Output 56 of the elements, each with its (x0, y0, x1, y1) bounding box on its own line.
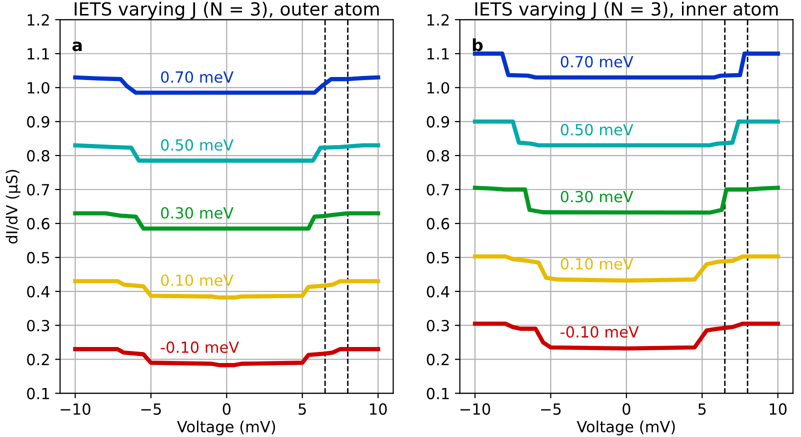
y-tick-label: 0.5 (426, 252, 449, 264)
y-tick-label: 0.3 (27, 320, 50, 332)
x-axis-title: Voltage (mV) (177, 420, 276, 436)
y-tick-label: 0.1 (426, 388, 449, 400)
y-tick-label: 1.1 (428, 48, 449, 60)
x-tick-label: 0 (222, 403, 230, 415)
y-tick-label: 0.1 (27, 388, 49, 400)
y-tick-label: 1.0 (28, 82, 50, 94)
series-label: -0.10 meV (160, 341, 240, 353)
y-tick-label: 1.2 (428, 14, 449, 26)
x-tick-label: −10 (60, 403, 90, 415)
x-tick-label: 10 (770, 403, 787, 415)
y-tick-label: 0.7 (426, 184, 449, 196)
y-tick-label: 0.7 (27, 184, 50, 196)
y-tick-label: 0.6 (426, 218, 450, 230)
line-series (472, 186, 780, 215)
y-tick-label: 1.1 (28, 48, 49, 60)
series-label: 0.30 meV (560, 190, 634, 202)
line-series (472, 119, 780, 148)
annotation: a (72, 42, 82, 52)
chart-title: IETS varying J (N = 3), inner atom (475, 2, 778, 20)
x-tick-label: 10 (370, 403, 387, 415)
x-tick-label: −10 (460, 403, 490, 415)
y-tick-label: 0.8 (426, 150, 450, 162)
y-tick-label: 0.3 (426, 320, 449, 332)
line-series (472, 322, 780, 351)
y-axis-title: dI/dV (μS) (6, 170, 20, 244)
y-tick-label: 0.2 (27, 354, 49, 366)
y-tick-label: 0.5 (27, 252, 50, 264)
x-tick-label: −5 (141, 403, 161, 415)
y-tick-label: 1.0 (428, 82, 450, 94)
series-label: 0.70 meV (560, 56, 634, 68)
series-label: -0.10 meV (560, 326, 639, 338)
y-tick-label: 0.2 (426, 354, 449, 366)
x-tick-label: −5 (541, 403, 561, 415)
chart-title: IETS varying J (N = 3), outer atom (74, 2, 379, 20)
line-series (472, 254, 780, 283)
y-tick-label: 1.2 (28, 14, 49, 26)
series-label: 0.50 meV (560, 124, 634, 136)
x-tick-label: 0 (622, 403, 630, 415)
x-tick-label: 5 (698, 403, 706, 415)
y-tick-label: 0.9 (27, 116, 50, 128)
line-series (472, 52, 780, 80)
y-tick-label: 0.8 (27, 150, 50, 162)
series-label: 0.70 meV (161, 71, 234, 83)
y-tick-label: 0.6 (27, 218, 50, 230)
series-label: 0.10 meV (161, 274, 234, 286)
x-tick-label: 5 (298, 403, 306, 415)
series-label: 0.10 meV (560, 258, 634, 270)
x-axis-title: Voltage (mV) (576, 420, 675, 436)
series-label: 0.30 meV (161, 207, 234, 219)
series-label: 0.50 meV (161, 139, 234, 151)
y-tick-label: 0.4 (426, 286, 450, 298)
annotation: b (472, 38, 483, 52)
y-tick-label: 0.4 (27, 286, 50, 298)
y-tick-label: 0.9 (426, 116, 450, 128)
